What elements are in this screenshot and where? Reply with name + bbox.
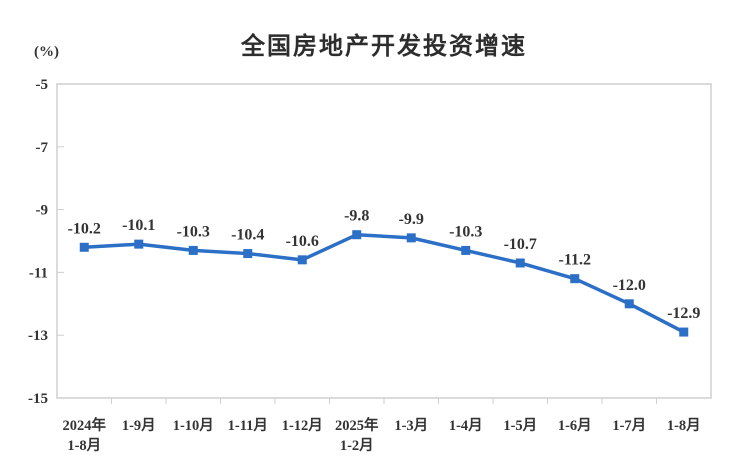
x-category-label: 1-8月 xyxy=(667,417,701,434)
data-point-marker xyxy=(79,242,89,252)
x-category-label: 1-8月 xyxy=(67,437,101,454)
data-label: -12.0 xyxy=(613,277,646,294)
data-point-marker xyxy=(624,299,634,309)
x-category-label: 1-5月 xyxy=(503,417,537,434)
data-point-marker xyxy=(134,239,144,249)
data-label: -10.3 xyxy=(449,223,482,240)
x-category-label: 1-6月 xyxy=(558,417,592,434)
data-label: -10.4 xyxy=(231,227,264,244)
x-category-label: 1-10月 xyxy=(173,417,214,434)
trend-line xyxy=(82,232,686,334)
x-category-label: 1-4月 xyxy=(449,417,483,434)
data-point-marker xyxy=(297,255,307,265)
data-label: -10.3 xyxy=(177,223,210,240)
y-tick-label: -11 xyxy=(29,265,48,281)
data-label: -12.9 xyxy=(667,305,700,322)
x-category-label: 1-7月 xyxy=(612,417,646,434)
data-point-marker xyxy=(461,245,471,255)
data-label: -10.2 xyxy=(68,220,101,237)
x-category-label: 1-3月 xyxy=(394,417,428,434)
x-category-label: 1-12月 xyxy=(282,417,323,434)
y-tick-label: -13 xyxy=(28,328,48,344)
y-tick-label: -7 xyxy=(36,140,49,156)
x-category-label: 1-9月 xyxy=(122,417,156,434)
data-label: -11.2 xyxy=(559,252,591,269)
data-point-marker xyxy=(515,258,525,268)
data-point-marker xyxy=(188,245,198,255)
data-label: -10.7 xyxy=(504,236,537,253)
x-category-label: 2024年 xyxy=(63,416,107,434)
chart-title: 全国房地产开发投资增速 xyxy=(241,33,527,60)
data-point-marker xyxy=(570,274,580,284)
data-label: -9.9 xyxy=(399,211,424,228)
y-tick-label: -9 xyxy=(36,203,49,219)
data-point-marker xyxy=(406,233,416,243)
data-label: -10.1 xyxy=(122,217,155,234)
data-point-marker xyxy=(243,249,253,259)
y-tick-label: -5 xyxy=(36,77,49,93)
plot-border xyxy=(56,83,712,399)
y-tick-label: -15 xyxy=(28,391,48,407)
data-point-marker xyxy=(352,230,362,240)
x-category-label: 2025年 xyxy=(335,416,379,434)
x-category-label: 1-2月 xyxy=(340,437,374,454)
x-category-label: 1-11月 xyxy=(228,417,268,434)
data-label: -10.6 xyxy=(286,233,319,250)
y-axis-unit-label: (%) xyxy=(34,44,59,60)
data-point-marker xyxy=(679,327,689,337)
data-label: -9.8 xyxy=(344,208,369,225)
